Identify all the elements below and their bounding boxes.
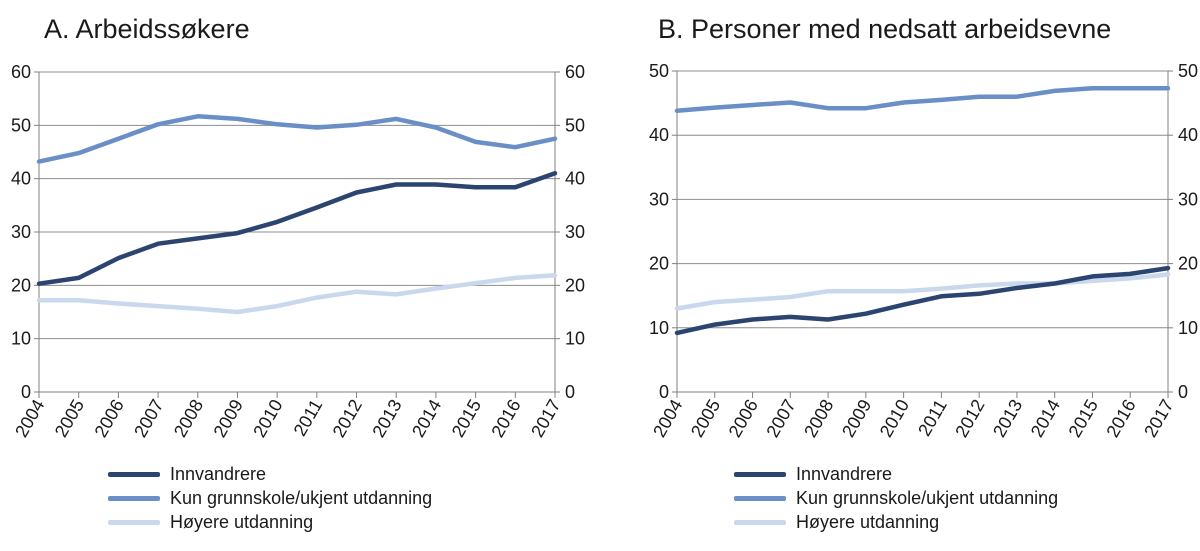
- x-tick-label: 2008: [800, 396, 837, 441]
- y-tick-label-left: 60: [11, 62, 31, 82]
- y-tick-label-left: 10: [11, 329, 31, 349]
- series-line-innvandrere: [36, 171, 558, 286]
- x-tick-label: 2012: [329, 396, 366, 441]
- y-tick-label-left: 50: [649, 61, 669, 81]
- x-tick-label: 2016: [1102, 396, 1139, 441]
- x-tick-label: 2013: [368, 396, 405, 441]
- series-line-hoyere: [36, 272, 558, 315]
- legend: Innvandrere Kun grunnskole/ukjent utdann…: [734, 462, 1058, 534]
- x-tick-label: 2012: [951, 396, 988, 441]
- x-tick-label: 2017: [527, 396, 564, 441]
- y-tick-label-right: 40: [1178, 125, 1198, 145]
- y-tick-label-right: 0: [565, 382, 575, 402]
- x-tick-label: 2006: [725, 396, 762, 441]
- chart-title: A. Arbeidssøkere: [44, 14, 250, 44]
- y-tick-label-right: 10: [1178, 318, 1198, 338]
- x-tick-label: 2011: [914, 396, 951, 440]
- legend-swatch: [734, 495, 786, 501]
- panel-a: A. Arbeidssøkere 0 0 10 10 20 20 30 30 40 40 50 50 6…: [11, 14, 585, 534]
- legend-swatch: [734, 471, 786, 477]
- y-tick-label-right: 30: [565, 222, 585, 242]
- x-tick-label: 2008: [170, 396, 207, 441]
- y-tick-label-right: 20: [1178, 254, 1198, 274]
- series-line-grunnskole: [36, 114, 558, 164]
- y-tick-label-right: 10: [565, 329, 585, 349]
- y-tick-label-left: 20: [649, 254, 669, 274]
- legend-item-hoyere: Høyere utdanning: [734, 510, 1058, 534]
- x-tick-label: 2004: [649, 396, 686, 441]
- y-tick-label-right: 20: [565, 275, 585, 295]
- legend-label: Høyere utdanning: [170, 511, 314, 532]
- x-tick-label: 2014: [408, 396, 445, 441]
- y-tick-label-left: 20: [11, 275, 31, 295]
- legend-item-grunnskole: Kun grunnskole/ukjent utdanning: [734, 486, 1058, 510]
- legend-label: Innvandrere: [796, 463, 893, 484]
- x-tick-label: 2010: [249, 396, 286, 441]
- y-tick-label-left: 30: [649, 189, 669, 209]
- legend-item-innvandrere: Innvandrere: [734, 462, 1058, 486]
- y-tick-label-right: 50: [565, 115, 585, 135]
- x-tick-label: 2017: [1140, 396, 1177, 441]
- y-tick-label-left: 10: [649, 318, 669, 338]
- legend: Innvandrere Kun grunnskole/ukjent utdann…: [108, 462, 432, 534]
- y-tick-label-left: 0: [21, 382, 31, 402]
- y-tick-label-right: 60: [565, 62, 585, 82]
- legend-label: Kun grunnskole/ukjent utdanning: [796, 487, 1059, 508]
- legend-item-hoyere: Høyere utdanning: [108, 510, 432, 534]
- legend-item-innvandrere: Innvandrere: [108, 462, 432, 486]
- y-tick-label-left: 30: [11, 222, 31, 242]
- y-tick-label-left: 40: [649, 125, 669, 145]
- x-tick-label: 2007: [762, 396, 799, 441]
- x-tick-label: 2009: [210, 396, 247, 441]
- x-tick-label: 2015: [1065, 396, 1102, 441]
- series-line-hoyere: [674, 272, 1171, 311]
- legend-swatch: [108, 495, 160, 501]
- legend-item-grunnskole: Kun grunnskole/ukjent utdanning: [108, 486, 432, 510]
- y-tick-label-left: 0: [659, 382, 669, 402]
- x-tick-label: 2016: [487, 396, 524, 441]
- legend-label: Kun grunnskole/ukjent utdanning: [170, 487, 433, 508]
- series-line-grunnskole: [674, 86, 1171, 114]
- x-tick-label: 2009: [838, 396, 875, 441]
- x-tick-label: 2015: [448, 396, 485, 441]
- x-tick-label: 2004: [11, 396, 48, 441]
- y-tick-label-right: 0: [1178, 382, 1188, 402]
- legend-label: Innvandrere: [170, 463, 267, 484]
- x-tick-label: 2013: [989, 396, 1026, 441]
- chart-title: B. Personer med nedsatt arbeidsevne: [658, 14, 1112, 44]
- panel-b: B. Personer med nedsatt arbeidsevne 0 0 10…: [600, 0, 1200, 551]
- y-tick-label-right: 30: [1178, 189, 1198, 209]
- y-tick-label-right: 50: [1178, 61, 1198, 81]
- x-tick-label: 2005: [687, 396, 724, 441]
- y-tick-label-right: 40: [565, 169, 585, 189]
- x-tick-label: 2014: [1027, 396, 1064, 441]
- x-tick-label: 2011: [290, 396, 327, 440]
- x-tick-label: 2007: [130, 396, 167, 441]
- x-tick-label: 2010: [876, 396, 913, 441]
- legend-swatch: [734, 519, 786, 525]
- series-line-innvandrere: [674, 265, 1171, 336]
- legend-label: Høyere utdanning: [796, 511, 940, 532]
- x-tick-label: 2006: [91, 396, 128, 441]
- y-tick-label-left: 50: [11, 115, 31, 135]
- y-tick-label-left: 40: [11, 169, 31, 189]
- legend-swatch: [108, 519, 160, 525]
- x-tick-label: 2005: [51, 396, 88, 441]
- legend-swatch: [108, 471, 160, 477]
